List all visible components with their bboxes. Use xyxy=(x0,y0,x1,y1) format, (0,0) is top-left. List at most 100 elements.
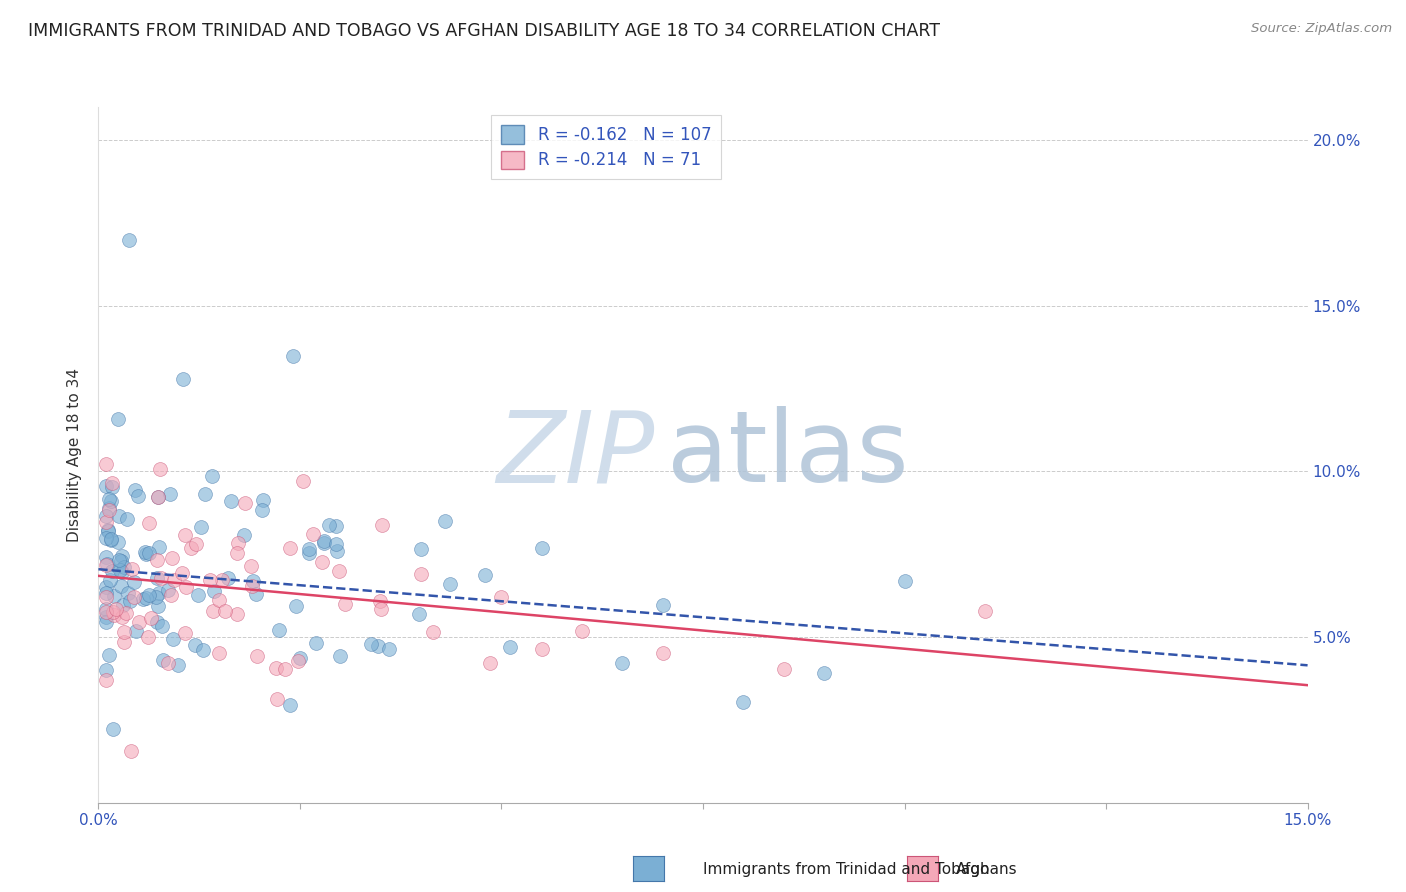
Point xyxy=(974,604,997,618)
Point xyxy=(112,625,135,640)
Point xyxy=(115,512,138,526)
Point xyxy=(125,624,148,639)
Point xyxy=(98,648,121,662)
Point xyxy=(160,551,183,566)
Point xyxy=(219,493,242,508)
Point xyxy=(111,609,134,624)
Point xyxy=(112,634,135,648)
Point xyxy=(191,643,214,657)
Point xyxy=(173,528,195,542)
Point xyxy=(96,610,118,624)
Point xyxy=(273,662,295,676)
Point xyxy=(408,607,430,621)
Point xyxy=(242,574,264,589)
Point xyxy=(128,615,150,629)
Point xyxy=(318,518,340,533)
Point xyxy=(110,553,132,567)
Point xyxy=(245,587,267,601)
Point xyxy=(325,519,347,533)
Point xyxy=(108,508,131,523)
Point xyxy=(530,642,553,657)
Point xyxy=(333,597,356,611)
Point xyxy=(328,564,350,578)
Point xyxy=(101,722,124,736)
Point xyxy=(107,535,129,549)
Text: Source: ZipAtlas.com: Source: ZipAtlas.com xyxy=(1251,22,1392,36)
Point xyxy=(138,588,160,602)
Point xyxy=(202,604,225,618)
Point xyxy=(434,514,457,528)
Point xyxy=(111,599,134,613)
Point xyxy=(368,594,391,608)
Y-axis label: Disability Age 18 to 34: Disability Age 18 to 34 xyxy=(67,368,83,542)
Point xyxy=(329,648,352,663)
Point xyxy=(305,636,328,650)
Point xyxy=(108,553,131,567)
Point xyxy=(96,673,118,687)
Point xyxy=(96,557,118,571)
Point xyxy=(96,558,118,573)
Point xyxy=(360,637,382,651)
Point xyxy=(145,591,167,605)
Point xyxy=(96,605,118,619)
Point xyxy=(326,544,349,558)
Point xyxy=(287,654,309,668)
Point xyxy=(152,653,174,667)
Point xyxy=(474,567,496,582)
Point xyxy=(377,642,399,657)
Point xyxy=(96,663,118,677)
Point xyxy=(111,565,134,579)
Point xyxy=(146,552,169,566)
Point xyxy=(183,639,205,653)
Point xyxy=(146,615,169,629)
Point xyxy=(194,487,217,501)
Point xyxy=(311,556,333,570)
Point xyxy=(159,486,181,500)
Point xyxy=(180,541,202,556)
Point xyxy=(96,602,118,616)
Point xyxy=(117,586,139,600)
Point xyxy=(240,579,263,593)
Point xyxy=(314,536,336,550)
Point xyxy=(239,559,262,574)
Point xyxy=(101,476,124,491)
Point xyxy=(264,661,287,675)
Point xyxy=(208,646,231,660)
Point xyxy=(612,656,634,670)
Point xyxy=(100,533,122,548)
Point xyxy=(252,492,274,507)
Point xyxy=(98,500,121,515)
Point xyxy=(278,541,301,555)
Point xyxy=(312,534,335,549)
Point xyxy=(135,591,157,606)
Point xyxy=(118,233,141,247)
Text: ZIP: ZIP xyxy=(496,407,655,503)
Point xyxy=(186,536,208,550)
Point xyxy=(325,537,347,551)
Point xyxy=(148,585,170,599)
Point xyxy=(100,564,122,578)
Point xyxy=(100,573,122,587)
Point xyxy=(439,576,461,591)
Point xyxy=(101,605,124,619)
Point xyxy=(651,646,673,660)
Point xyxy=(149,571,172,585)
Point xyxy=(103,589,125,603)
Point xyxy=(96,586,118,600)
Text: IMMIGRANTS FROM TRINIDAD AND TOBAGO VS AFGHAN DISABILITY AGE 18 TO 34 CORRELATIO: IMMIGRANTS FROM TRINIDAD AND TOBAGO VS A… xyxy=(28,22,941,40)
Point xyxy=(232,527,254,541)
Point xyxy=(104,602,127,616)
Point xyxy=(217,571,239,585)
Point xyxy=(148,540,170,554)
Point xyxy=(233,495,256,509)
Point xyxy=(269,623,291,637)
Point xyxy=(302,526,325,541)
Point xyxy=(225,607,247,621)
Point xyxy=(120,743,142,757)
Text: Immigrants from Trinidad and Tobago: Immigrants from Trinidad and Tobago xyxy=(703,863,990,877)
Point xyxy=(124,483,146,498)
Point xyxy=(141,611,163,625)
Point xyxy=(96,515,118,529)
Point xyxy=(96,457,118,471)
Point xyxy=(108,563,131,577)
